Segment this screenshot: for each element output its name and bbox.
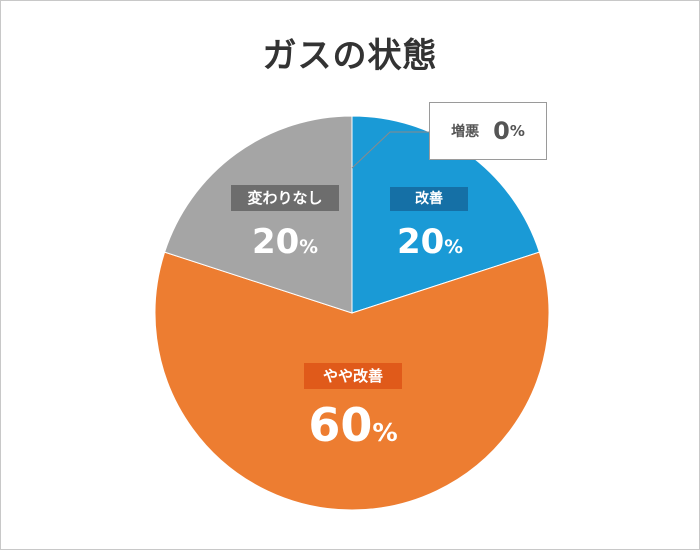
value-slightly-improved: 60% <box>290 398 416 452</box>
callout-worse: 増悪 0 % <box>429 102 547 160</box>
unit-worse: % <box>509 122 525 140</box>
value-worse: 0 <box>493 117 510 145</box>
label-unchanged: 変わりなし <box>231 185 339 211</box>
slice-unchanged <box>164 115 353 314</box>
value-improved: 20% <box>380 222 480 262</box>
value-slightly-improved-unit: % <box>372 418 398 447</box>
value-improved-number: 20 <box>396 222 445 262</box>
label-worse: 増悪 <box>451 124 480 140</box>
callout-leader-line <box>351 131 430 169</box>
value-slightly-improved-number: 60 <box>308 398 373 452</box>
label-improved: 改善 <box>390 187 468 211</box>
value-improved-unit: % <box>444 237 464 258</box>
value-unchanged-unit: % <box>299 237 319 258</box>
value-unchanged: 20% <box>235 222 335 262</box>
chart-title: ガスの状態 <box>262 36 438 76</box>
label-slightly-improved: やや改善 <box>304 363 402 389</box>
value-unchanged-number: 20 <box>251 222 300 262</box>
